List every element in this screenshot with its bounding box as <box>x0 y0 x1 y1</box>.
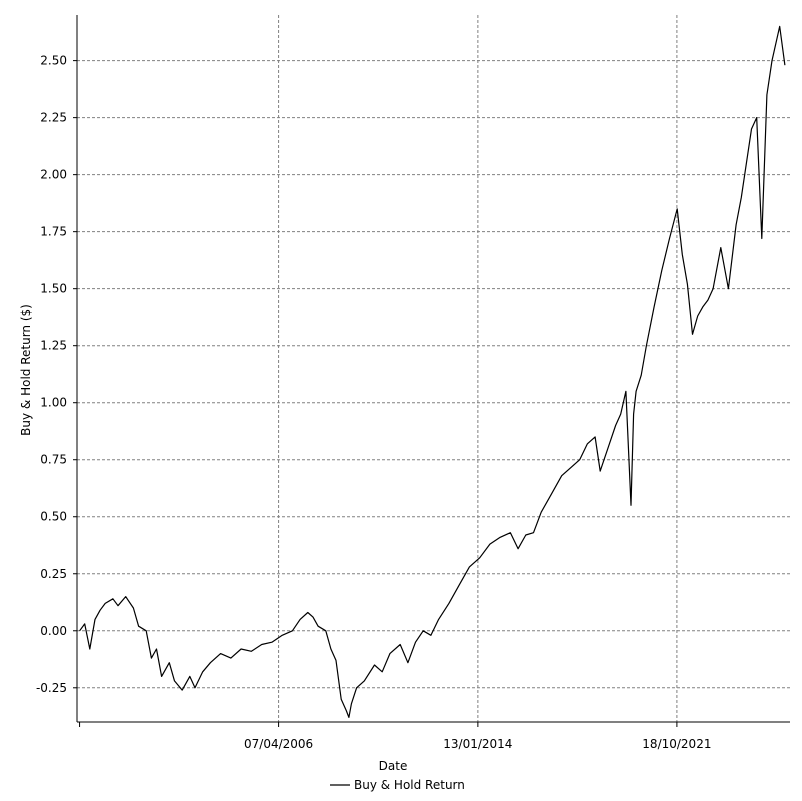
grid-lines <box>77 15 790 722</box>
y-tick-label: 0.25 <box>40 567 67 581</box>
y-tick-label: 1.00 <box>40 396 67 410</box>
axes <box>76 15 790 723</box>
y-tick-label: 1.75 <box>40 225 67 239</box>
y-tick-label: -0.25 <box>36 681 67 695</box>
y-tick-label: 2.50 <box>40 54 67 68</box>
y-tick-label: 0.75 <box>40 453 67 467</box>
y-tick-label: 1.25 <box>40 339 67 353</box>
y-tick-label: 2.00 <box>40 168 67 182</box>
x-tick-label: 18/10/2021 <box>642 737 711 751</box>
y-tick-label: 2.25 <box>40 111 67 125</box>
y-axis-title: Buy & Hold Return ($) <box>19 304 33 436</box>
x-tick-label: 07/04/2006 <box>244 737 313 751</box>
y-axis-ticks: -0.25 0.00 0.25 0.50 0.75 1.00 1.25 1.50 1.75 2.0… <box>36 54 77 695</box>
x-axis-title: Date <box>379 759 408 773</box>
y-tick-label: 1.50 <box>40 282 67 296</box>
y-tick-label: 0.50 <box>40 510 67 524</box>
x-tick-label: 13/01/2014 <box>443 737 512 751</box>
y-tick-label: 0.00 <box>40 624 67 638</box>
series-line-buy-hold-return <box>79 25 786 719</box>
legend-label: Buy & Hold Return <box>354 778 465 792</box>
x-axis-ticks: 07/04/2006 13/01/2014 18/10/2021 <box>79 722 711 751</box>
legend: Buy & Hold Return <box>330 778 465 792</box>
